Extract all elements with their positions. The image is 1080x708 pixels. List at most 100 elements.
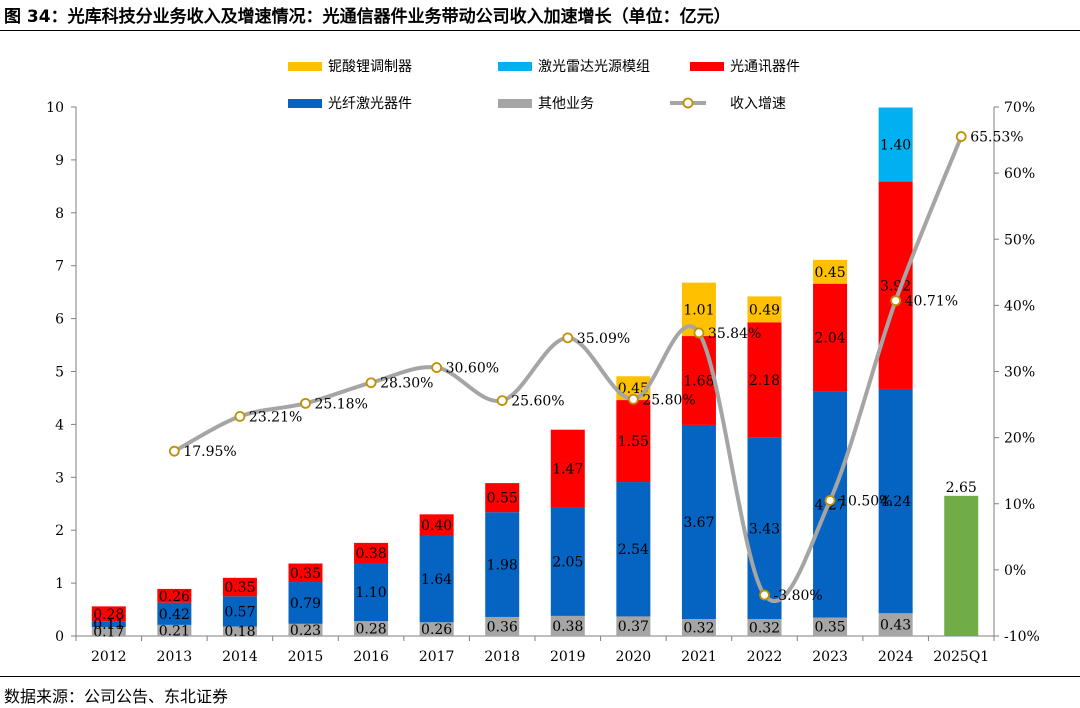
bar-label-optcomm: 3.92: [880, 278, 911, 294]
chart-canvas: 0 1 2 3 4 5 6 7 8 9 10 -10% 0% 10% 20% 30% 40% 50% 60% 70% 2…: [46, 58, 1040, 665]
x-tick-label: 2021: [681, 649, 717, 665]
y-right-tick-label: 50%: [1004, 232, 1035, 248]
growth-label: 65.53%: [970, 130, 1023, 146]
bar-label-other: 0.32: [749, 621, 780, 637]
bar-label-other: 0.18: [224, 624, 255, 640]
y-left-tick-label: 0: [55, 629, 64, 645]
legend-swatch-optcomm: [690, 62, 724, 71]
growth-marker: [365, 377, 377, 389]
bar-label-fiberlaser: 1.64: [421, 572, 452, 588]
growth-marker: [234, 410, 246, 422]
bar-label-fiberlaser: 1.98: [487, 558, 518, 574]
x-tick-label: 2012: [91, 649, 127, 665]
bar-fiberlaser: [681, 424, 716, 620]
x-tick-label: 2015: [288, 649, 324, 665]
legend-swatch-other: [498, 99, 532, 108]
bar-label-optcomm: 0.40: [421, 518, 452, 534]
y-left-tick-label: 4: [55, 417, 64, 433]
bar-other: [157, 624, 192, 636]
legend-label-growth: 收入增速: [730, 96, 786, 112]
bar-label-other: 0.26: [421, 622, 452, 638]
growth-marker: [300, 397, 311, 409]
growth-label: 10.50%: [839, 493, 892, 509]
bar-label-fiberlaser: 0.79: [290, 596, 321, 612]
bar-optcomm: [485, 483, 520, 513]
bar-label-fiberlaser: 3.67: [683, 515, 714, 531]
bar-optcomm: [878, 181, 913, 389]
bar-label-optcomm: 0.38: [355, 546, 386, 562]
bar-label-fiberlaser: 2.54: [618, 542, 649, 558]
bar-niobate: [747, 296, 782, 323]
x-tick-label: 2025Q1: [933, 649, 989, 665]
x-tick-label: 2018: [484, 649, 520, 665]
bar-optcomm: [681, 336, 716, 425]
y-left-tick-label: 5: [55, 365, 64, 381]
growth-label: 25.18%: [315, 396, 368, 412]
bar-other: [747, 619, 782, 636]
bar-label-fiberlaser: 4.24: [880, 494, 911, 510]
bar-lidar: [878, 107, 913, 182]
growth-marker: [759, 589, 770, 601]
legend-swatch-marker: [682, 97, 694, 109]
y-right-tick-label: 0%: [1004, 563, 1026, 579]
bar-optcomm: [157, 588, 192, 603]
growth-label: 23.21%: [249, 409, 302, 425]
legend-label-lidar: 激光雷达光源模组: [538, 58, 650, 75]
y-right-tick-label: -10%: [1004, 629, 1040, 645]
x-tick-label: 2024: [878, 649, 914, 665]
bar-label-other: 0.32: [683, 621, 714, 637]
bar-other: [681, 619, 716, 636]
bar-optcomm: [354, 542, 389, 563]
bar-other: [485, 616, 520, 636]
growth-label: 40.71%: [905, 294, 958, 310]
bar-q1: [944, 495, 979, 636]
footer-rule: [0, 676, 1080, 677]
bar-other: [550, 615, 585, 636]
bar-other: [288, 623, 323, 636]
growth-label: 30.60%: [446, 361, 499, 377]
x-tick-label: 2022: [747, 649, 783, 665]
x-tick-label: 2014: [222, 649, 258, 665]
bar-label-other: 0.38: [552, 619, 583, 635]
y-right-tick-label: 20%: [1004, 431, 1035, 447]
y-left-tick-label: 3: [55, 470, 64, 486]
y-left-tick-label: 2: [55, 523, 64, 539]
bar-label-optcomm: 0.55: [487, 491, 518, 507]
bar-fiberlaser: [354, 562, 389, 622]
growth-label: 35.09%: [577, 331, 630, 347]
bar-label-lidar: 1.40: [880, 138, 911, 154]
bar-label-optcomm: 0.26: [159, 589, 190, 605]
bar-label-fiberlaser: 1.10: [355, 585, 386, 601]
bar-fiberlaser: [878, 388, 913, 614]
bar-label-optcomm: 0.35: [224, 580, 255, 596]
title-rule: [0, 30, 1080, 31]
growth-label: 35.84%: [708, 326, 761, 342]
y-left-tick-label: 10: [46, 100, 64, 116]
legend-swatch-lidar: [498, 62, 532, 71]
bar-fiberlaser: [747, 437, 782, 620]
bar-label-other: 0.43: [880, 618, 911, 634]
bar-fiberlaser: [550, 507, 585, 616]
bar-label-optcomm: 0.28: [93, 607, 124, 623]
x-tick-label: 2020: [616, 649, 652, 665]
bar-label-fiberlaser: 0.11: [93, 617, 124, 633]
y-left-tick-label: 8: [55, 206, 64, 222]
bar-other: [616, 616, 651, 636]
bar-optcomm: [813, 283, 848, 392]
bar-fiberlaser: [616, 482, 651, 617]
growth-marker: [890, 295, 902, 307]
y-left-tick-label: 6: [55, 312, 64, 328]
bar-label-other: 0.21: [159, 623, 190, 639]
source-note: 数据来源：公司公告、东北证券: [4, 687, 229, 706]
bar-label-optcomm: 2.18: [749, 373, 780, 389]
growth-label: 28.30%: [380, 376, 433, 392]
bar-label-fiberlaser: 3.43: [749, 521, 780, 537]
growth-marker: [168, 445, 180, 457]
legend-label-optcomm: 光通讯器件: [730, 59, 800, 75]
x-tick-label: 2013: [157, 649, 193, 665]
y-right-tick-label: 70%: [1004, 100, 1035, 116]
legend-swatch-fiberlaser: [288, 99, 322, 108]
bar-label-other: 0.37: [618, 619, 649, 635]
bar-other: [878, 613, 913, 636]
growth-label: -3.80%: [774, 588, 823, 604]
